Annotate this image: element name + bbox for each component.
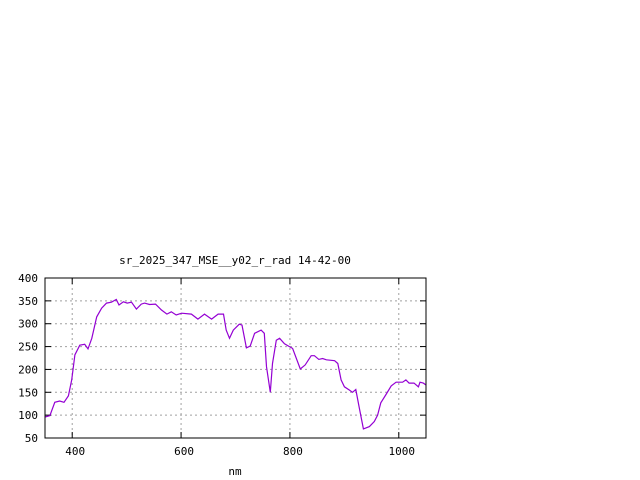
x-tick-label: 400: [65, 445, 85, 458]
x-tick-label: 600: [174, 445, 194, 458]
series-layer: [44, 298, 427, 430]
y-tick-label: 200: [18, 363, 38, 376]
y-tick-label: 250: [18, 341, 38, 354]
x-tick-label: 1000: [389, 445, 416, 458]
y-tick-label: 300: [18, 318, 38, 331]
y-tick-label: 350: [18, 295, 38, 308]
series-line: [44, 298, 427, 430]
x-tick-label: 800: [283, 445, 303, 458]
chart-title: sr_2025_347_MSE__y02_r_rad 14-42-00: [119, 254, 351, 267]
axis-ticks: 400 600 800 1000 50 100 150 200 250 300 350 400: [18, 272, 426, 458]
y-tick-label: 50: [25, 432, 38, 445]
plot-frame: [44, 277, 427, 439]
grid: [45, 278, 426, 438]
y-tick-label: 100: [18, 409, 38, 422]
y-tick-label: 150: [18, 386, 38, 399]
x-axis-label: nm: [228, 465, 242, 478]
y-tick-label: 400: [18, 272, 38, 285]
